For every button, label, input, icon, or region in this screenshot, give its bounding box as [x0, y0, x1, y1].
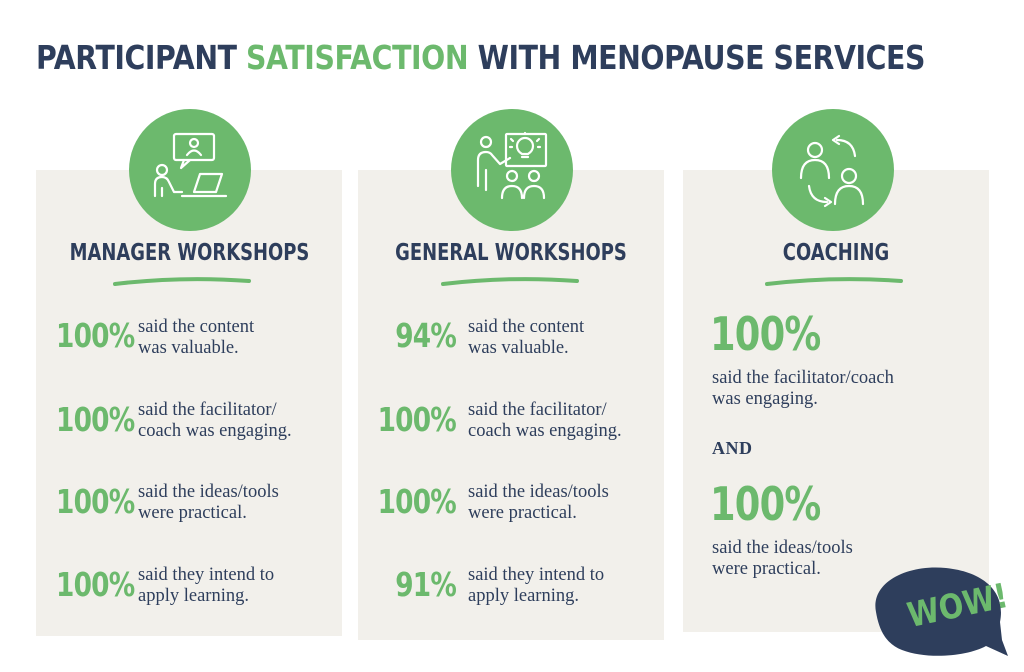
column-title-manager: MANAGER WORKSHOPS — [69, 240, 310, 266]
general-stat-2-text: said the facilitator/coach was engaging. — [468, 400, 622, 441]
manager-stat-1-text: said the content was valuable. — [138, 317, 255, 358]
general-stat-4-text: said they intend to apply learning. — [468, 565, 605, 606]
online-meeting-icon — [129, 109, 251, 231]
coaching-stat-2-text: said the ideas/tools were practical. — [712, 538, 853, 579]
manager-underline — [113, 277, 251, 286]
people-exchange-icon — [772, 109, 894, 231]
manager-stat-2-value: 100% — [56, 400, 135, 439]
manager-stat-4-value: 100% — [56, 565, 135, 604]
general-stat-4-value: 91% — [395, 565, 457, 604]
coaching-stat-1-value: 100% — [710, 307, 821, 361]
coaching-stat-1-text: said the facilitator/coach was engaging. — [712, 368, 894, 409]
title-part1: PARTICIPANT — [36, 38, 247, 77]
coaching-underline — [765, 277, 903, 286]
manager-stat-4-text: said they intend to apply learning. — [138, 565, 275, 606]
general-stat-1-value: 94% — [395, 316, 457, 355]
manager-stat-2-text: said the facilitator/coach was engaging. — [138, 400, 292, 441]
general-stat-1-text: said the content was valuable. — [468, 317, 585, 358]
manager-stat-3-value: 100% — [56, 482, 135, 521]
coaching-stat-2-value: 100% — [710, 477, 821, 531]
title-accent: SATISFACTION — [246, 38, 469, 77]
general-stat-2-value: 100% — [377, 400, 457, 439]
manager-workshops-card — [36, 170, 342, 636]
title-part2: WITH MENOPAUSE SERVICES — [468, 38, 926, 77]
general-underline — [441, 277, 579, 286]
manager-stat-1-value: 100% — [56, 316, 135, 355]
page-title: PARTICIPANT SATISFACTION WITH MENOPAUSE … — [36, 38, 925, 77]
coaching-card — [683, 170, 989, 632]
general-stat-3-value: 100% — [377, 482, 457, 521]
column-title-general: GENERAL WORKSHOPS — [395, 240, 627, 266]
presentation-idea-icon — [451, 109, 573, 231]
general-stat-3-text: said the ideas/tools were practical. — [468, 482, 609, 523]
speech-bubble-icon — [875, 567, 1008, 656]
column-title-coaching: COACHING — [782, 240, 890, 266]
manager-stat-3-text: said the ideas/tools were practical. — [138, 482, 279, 523]
connector-and: AND — [712, 438, 753, 458]
general-workshops-card — [358, 170, 664, 640]
